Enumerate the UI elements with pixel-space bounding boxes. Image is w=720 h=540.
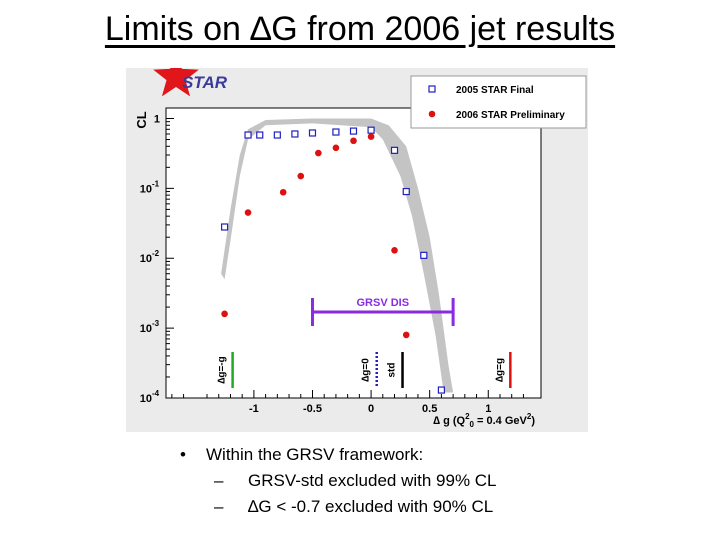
final-point (390, 146, 399, 154)
x-tick-label: 0.5 (422, 403, 437, 415)
final-point (244, 131, 252, 139)
sub-bullet-dash: – (214, 471, 224, 490)
preliminary-point (332, 144, 340, 152)
preliminary-point (221, 310, 228, 318)
plot-area (166, 108, 541, 398)
final-point (220, 223, 229, 231)
legend-label: 2006 STAR Preliminary (456, 110, 565, 121)
final-point (332, 128, 340, 136)
preliminary-point (402, 331, 410, 339)
vertical-label: std (387, 363, 398, 378)
vertical-label: ∆g=-g (217, 356, 228, 384)
x-tick-label: -0.5 (303, 403, 322, 415)
y-tick-exponent: -3 (152, 319, 160, 328)
sub-bullet-1: – GRSV-std excluded with 99% CL (180, 468, 497, 494)
star-logo-text: STAR (182, 73, 228, 92)
vertical-label: ∆g=0 (361, 358, 372, 382)
y-tick-exponent: -2 (152, 249, 160, 258)
final-point (256, 131, 264, 139)
sub-bullet-2: – ∆G < -0.7 excluded with 90% CL (180, 494, 497, 520)
legend-marker-preliminary (428, 110, 436, 118)
sub-bullet-dash: – (214, 497, 224, 516)
preliminary-point (244, 209, 252, 216)
y-tick-exponent: -1 (152, 179, 160, 188)
x-tick-label: 0 (368, 403, 374, 415)
final-point (349, 127, 358, 135)
sub-bullet-1-text: GRSV-std excluded with 99% CL (248, 471, 497, 490)
final-point (273, 131, 281, 139)
sub-bullet-2-text: ∆G < -0.7 excluded with 90% CL (248, 497, 494, 516)
bullet-dot: • (180, 445, 186, 464)
preliminary-point (297, 172, 305, 180)
final-point (291, 130, 299, 138)
preliminary-point (279, 188, 287, 196)
bullet-main: • Within the GRSV framework: (180, 442, 497, 468)
final-point (367, 126, 375, 134)
y-tick-label: 10 (140, 253, 152, 265)
bullet-list: • Within the GRSV framework: – GRSV-std … (180, 442, 497, 520)
final-point (437, 386, 445, 394)
x-tick-label: 1 (485, 403, 491, 415)
legend-box (410, 75, 587, 129)
y-tick-exponent: -4 (152, 389, 160, 398)
y-tick-label: 10 (140, 323, 152, 335)
final-point (308, 129, 317, 137)
theory-band (221, 118, 454, 393)
x-tick-label: -1 (249, 403, 259, 415)
preliminary-point (315, 149, 322, 157)
y-tick-label: 10 (140, 183, 152, 195)
y-tick-label: 1 (154, 113, 160, 125)
vertical-label: ∆g=g (494, 358, 505, 382)
chart-panel: STAR CL 1 10 -1 10 -2 10 -3 10 -4 -1 -0.5 0 0.5 1 ∆ g (Q… (126, 68, 588, 432)
final-point (420, 251, 428, 259)
preliminary-point (367, 133, 375, 140)
legend-marker-final (428, 85, 436, 93)
bullet-main-text: Within the GRSV framework: (206, 445, 424, 464)
x-axis-label: ∆ g (Q20 = 0.4 GeV2) (433, 412, 535, 429)
preliminary-point (391, 246, 398, 254)
y-axis-label: CL (134, 111, 149, 128)
star-logo-icon (153, 68, 199, 97)
grsv-dis-label: GRSV DIS (357, 297, 410, 309)
final-point (402, 187, 410, 196)
slide-title: Limits on ∆G from 2006 jet results (104, 10, 616, 48)
axes-frame (165, 107, 542, 399)
y-tick-label: 10 (140, 393, 152, 405)
preliminary-point (350, 137, 357, 145)
legend-label: 2005 STAR Final (456, 85, 534, 96)
